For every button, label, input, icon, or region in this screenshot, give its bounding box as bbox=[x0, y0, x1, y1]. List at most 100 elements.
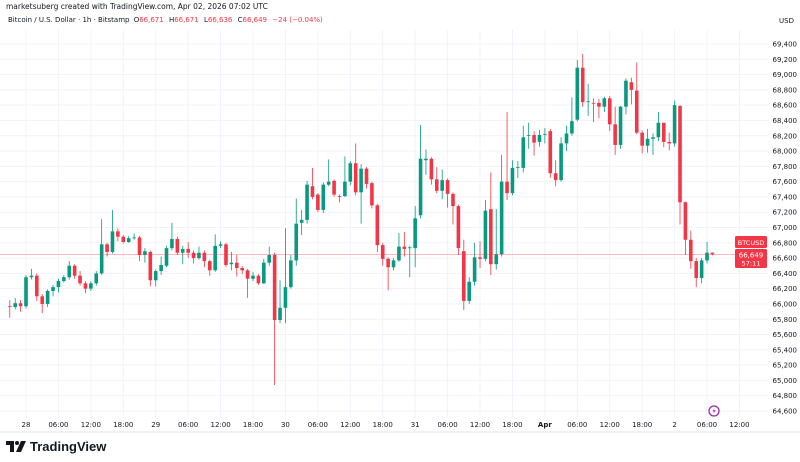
time-tick-label: 18:00 bbox=[113, 421, 133, 429]
candle-body bbox=[29, 275, 34, 278]
candle bbox=[586, 83, 590, 116]
candle bbox=[94, 271, 99, 286]
candle-body bbox=[234, 262, 239, 269]
candle bbox=[202, 250, 207, 268]
candle-body bbox=[391, 260, 396, 268]
tradingview-logo[interactable]: TradingView bbox=[6, 439, 106, 454]
candle-body bbox=[132, 237, 136, 239]
candle bbox=[78, 271, 82, 286]
time-tick-label: 06:00 bbox=[48, 421, 68, 429]
candle bbox=[289, 255, 293, 289]
candle-body bbox=[602, 98, 607, 107]
candle bbox=[629, 77, 634, 105]
candle bbox=[116, 228, 120, 242]
price-tick-label: 66,200 bbox=[773, 285, 798, 293]
candle-body bbox=[672, 105, 677, 144]
price-tick-label: 66,600 bbox=[773, 255, 798, 263]
candle-body bbox=[289, 260, 293, 288]
candle bbox=[29, 268, 34, 280]
candle bbox=[40, 294, 45, 314]
candle bbox=[472, 242, 477, 286]
candle-body bbox=[445, 180, 450, 194]
candle-body bbox=[548, 131, 553, 174]
candle-body bbox=[494, 254, 499, 265]
time-tick-label: 06:00 bbox=[697, 421, 717, 429]
price-tick-label: 66,400 bbox=[773, 270, 798, 278]
candle bbox=[537, 129, 542, 147]
candle-body bbox=[483, 210, 488, 259]
event-icon[interactable] bbox=[708, 405, 720, 417]
candle-body bbox=[651, 137, 655, 139]
candle bbox=[143, 248, 147, 263]
open-value: 66,671 bbox=[139, 16, 164, 24]
time-tick-label: 18:00 bbox=[373, 421, 393, 429]
price-tick-label: 68,200 bbox=[773, 132, 798, 140]
candle-body bbox=[224, 244, 228, 265]
candle bbox=[591, 98, 596, 122]
price-tick-label: 65,800 bbox=[773, 316, 798, 324]
time-axis: 28 06:00 12:00 18:00 29 06:00 12:00 18:00 30 06:0… bbox=[22, 421, 750, 429]
candle bbox=[656, 112, 661, 142]
candle bbox=[618, 105, 623, 149]
time-tick-label: 12:00 bbox=[210, 421, 230, 429]
candle-body bbox=[35, 275, 39, 297]
candle-body bbox=[640, 132, 644, 146]
candle bbox=[170, 222, 174, 251]
candle-body bbox=[462, 251, 466, 301]
candle bbox=[267, 246, 272, 266]
candle-body bbox=[613, 124, 617, 145]
candle-body bbox=[661, 122, 666, 142]
candle-body bbox=[343, 181, 347, 197]
candle-body bbox=[143, 251, 147, 256]
candle-body bbox=[218, 244, 223, 246]
candle bbox=[256, 274, 261, 285]
time-tick-label: 06:00 bbox=[308, 421, 328, 429]
candle-body bbox=[18, 303, 23, 307]
candle bbox=[407, 245, 412, 278]
price-tag: BTCUSD 66,649 57:11 bbox=[735, 236, 767, 268]
candle-body bbox=[510, 167, 515, 194]
candle-body bbox=[705, 252, 709, 261]
candlestick-chart[interactable]: 69,400 69,200 69,000 68,800 68,600 68,400 68,2… bbox=[0, 0, 800, 436]
candle bbox=[337, 194, 342, 203]
candle-body bbox=[321, 184, 326, 210]
candle-body bbox=[656, 122, 661, 138]
candle-body bbox=[505, 181, 509, 194]
tradingview-logo-icon bbox=[6, 441, 26, 452]
candle-body bbox=[7, 306, 12, 308]
candle-body bbox=[310, 186, 315, 197]
time-tick-label: 12:00 bbox=[470, 421, 490, 429]
candle bbox=[526, 122, 531, 149]
time-tick-label: 18:00 bbox=[632, 421, 652, 429]
open-label: O bbox=[133, 16, 140, 24]
candle bbox=[148, 250, 153, 287]
candle bbox=[667, 132, 671, 151]
currency-label[interactable]: USD bbox=[779, 17, 794, 25]
price-tick-label: 65,200 bbox=[773, 362, 798, 370]
candle-body bbox=[667, 141, 671, 144]
price-tick-label: 65,600 bbox=[773, 331, 798, 339]
time-tick-label: Apr bbox=[538, 421, 552, 429]
candle-body bbox=[521, 137, 526, 168]
candle bbox=[153, 269, 158, 287]
candle-body bbox=[305, 184, 309, 220]
candle bbox=[272, 252, 277, 386]
candle bbox=[640, 130, 644, 154]
symbol-title[interactable]: Bitcoin / U.S. Dollar · 1h · Bitstamp bbox=[8, 16, 130, 24]
candle bbox=[375, 203, 380, 252]
candle-body bbox=[397, 246, 401, 261]
candle-body bbox=[294, 223, 299, 261]
candle-body bbox=[272, 255, 277, 321]
candle-body bbox=[56, 281, 61, 288]
candle bbox=[121, 235, 126, 244]
candle-body bbox=[629, 82, 634, 90]
time-tick-label: 12:00 bbox=[340, 421, 360, 429]
watermark-text: marketsuberg created with TradingView.co… bbox=[6, 2, 268, 11]
candle-body bbox=[624, 80, 628, 107]
candle bbox=[597, 99, 601, 119]
candle-body bbox=[375, 205, 380, 246]
candle-body bbox=[137, 237, 142, 256]
candle-body bbox=[618, 106, 623, 145]
candle-body bbox=[456, 206, 461, 249]
candle-body bbox=[689, 239, 693, 262]
